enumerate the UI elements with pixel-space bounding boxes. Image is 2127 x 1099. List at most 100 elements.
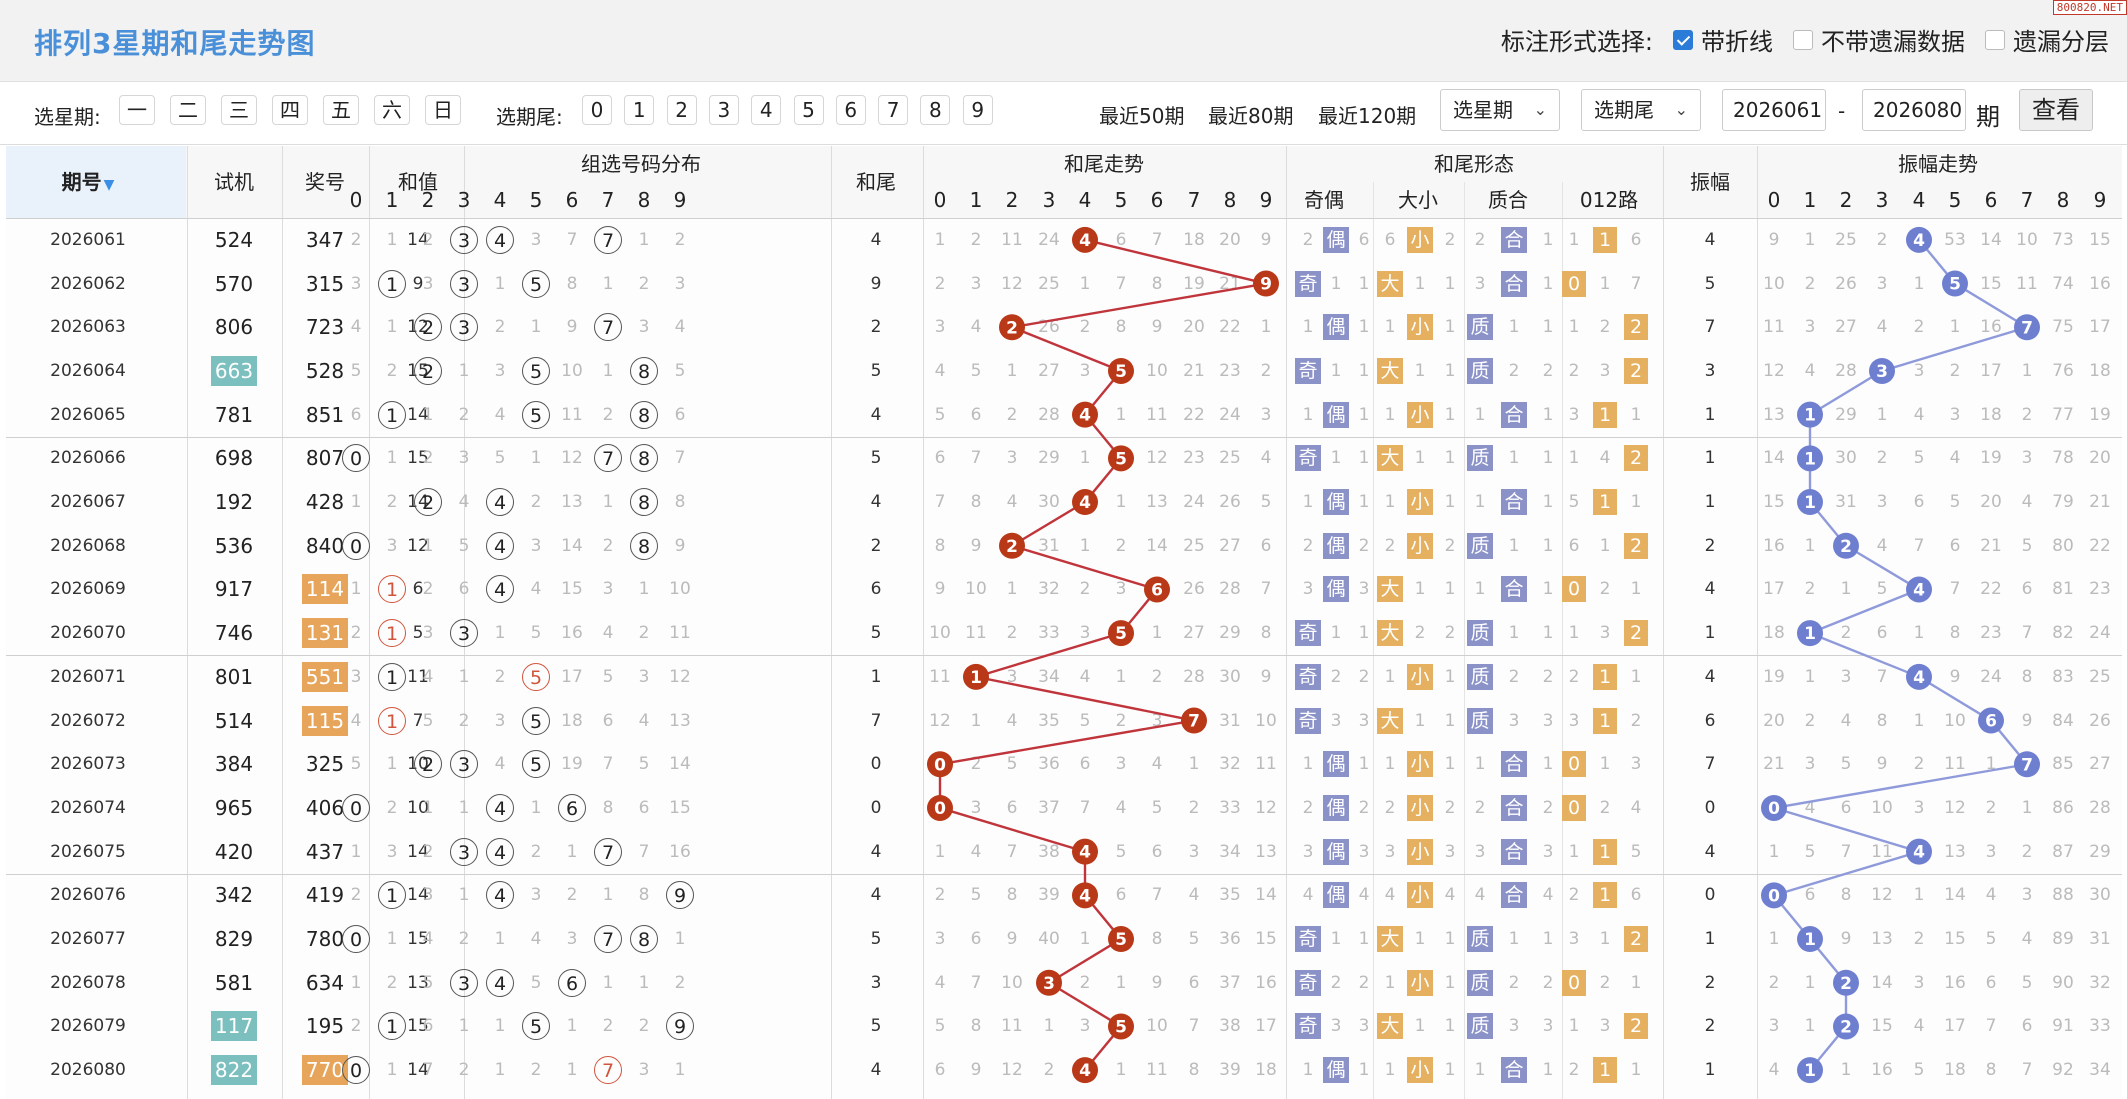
period-cell: 2026070 (50, 623, 126, 644)
period-cell: 2026079 (50, 1016, 126, 1037)
amplitude-miss-value: 17 (1944, 1016, 1966, 1037)
amplitude-miss-value: 7 (1840, 841, 1852, 862)
amplitude-miss-value: 14 (1980, 229, 2002, 250)
amplitude-miss-value: 5 (1985, 929, 1997, 950)
tail-trend-miss-value: 8 (970, 1016, 982, 1037)
distribution-miss-value: 2 (458, 404, 470, 425)
tail-trend-miss-value: 8 (1188, 1060, 1200, 1081)
sort-down-icon[interactable]: ▼ (103, 177, 115, 193)
amplitude-miss-value: 34 (2089, 1060, 2111, 1081)
tail-button[interactable]: 9 (962, 95, 993, 125)
checkbox-icon[interactable] (1985, 29, 2005, 50)
weekday-button[interactable]: 三 (221, 95, 257, 125)
form-miss-value: 1 (1384, 972, 1396, 993)
weekday-select[interactable]: 选星期 ⌄ (1440, 89, 1560, 131)
tail-button[interactable]: 8 (920, 95, 951, 125)
form-miss-value: 2 (1542, 972, 1554, 993)
weekday-button[interactable]: 四 (272, 95, 308, 125)
tail-button[interactable]: 3 (708, 95, 739, 125)
period-cell: 2026064 (50, 360, 126, 381)
amplitude-miss-value: 4 (1876, 535, 1888, 556)
distribution-miss-value: 8 (602, 797, 614, 818)
group-separator (6, 873, 2122, 875)
tail-trend-miss-value: 2 (1079, 579, 1091, 600)
route-miss-value: 1 (1568, 623, 1580, 644)
option-no-miss-data[interactable]: 不带遗漏数据 (1793, 22, 1965, 57)
amplitude-miss-value: 3 (1949, 404, 1961, 425)
period-cell: 2026067 (50, 492, 126, 513)
distribution-digit-circle: 5 (522, 662, 550, 691)
weekday-button[interactable]: 五 (323, 95, 359, 125)
form-tag-oe: 奇 (1295, 663, 1321, 690)
distribution-miss-value: 6 (350, 404, 362, 425)
tail-button[interactable]: 1 (624, 95, 655, 125)
tail-button[interactable]: 4 (751, 95, 782, 125)
tail-trend-miss-value: 5 (970, 360, 982, 381)
tail-trend-miss-value: 4 (1079, 666, 1091, 687)
distribution-digit-circle: 5 (522, 356, 550, 385)
tail-button[interactable]: 0 (582, 95, 612, 125)
checkbox-checked-icon[interactable] (1673, 29, 1693, 50)
period-header[interactable]: 期号 ▼ (13, 162, 163, 202)
distribution-digit-circle: 5 (522, 400, 550, 429)
tail-trend-miss-value: 15 (1255, 929, 1277, 950)
tail-trend-miss-value: 3 (1006, 666, 1018, 687)
tail-trend-miss-value: 3 (1151, 710, 1163, 731)
recent-50-link[interactable]: 最近50期 (1099, 104, 1185, 128)
tail-button[interactable]: 5 (793, 95, 824, 125)
distribution-digit-circle: 6 (558, 793, 586, 822)
distribution-miss-value: 2 (530, 492, 542, 513)
form-miss-value: 3 (1358, 710, 1370, 731)
tail-trend-miss-value: 5 (1260, 492, 1272, 513)
tail-trend-miss-value: 21 (1183, 360, 1205, 381)
distribution-miss-value: 16 (561, 623, 583, 644)
weekday-button[interactable]: 二 (170, 95, 206, 125)
tail-trend-miss-value: 8 (1151, 929, 1163, 950)
recent-120-link[interactable]: 最近120期 (1318, 104, 1417, 128)
tail-trend-miss-value: 7 (1079, 797, 1091, 818)
tail-button[interactable]: 7 (878, 95, 909, 125)
tail-button[interactable]: 2 (666, 95, 697, 125)
tail-trend-miss-value: 17 (1255, 1016, 1277, 1037)
distribution-miss-value: 1 (530, 448, 542, 469)
amplitude-miss-value: 3 (1913, 360, 1925, 381)
option-miss-layer[interactable]: 遗漏分层 (1985, 22, 2109, 57)
weekday-button[interactable]: 一 (119, 95, 155, 125)
checkbox-icon[interactable] (1793, 29, 1813, 50)
weekday-button[interactable]: 日 (425, 95, 461, 125)
tail-button[interactable]: 6 (835, 95, 866, 125)
route-012-tag: 1 (1593, 838, 1617, 865)
tail-select[interactable]: 选期尾 ⌄ (1581, 89, 1701, 131)
distribution-digit-circle: 3 (450, 968, 478, 997)
amplitude-value-cell: 2 (1704, 1016, 1716, 1037)
amplitude-miss-value: 16 (1871, 1060, 1893, 1081)
start-period-input[interactable]: 2026061 (1722, 89, 1826, 131)
distribution-miss-value: 3 (530, 535, 542, 556)
tail-trend-miss-value: 22 (1219, 317, 1241, 338)
amplitude-miss-value: 28 (1835, 360, 1857, 381)
period-cell: 2026066 (50, 448, 126, 469)
distribution-miss-value: 1 (566, 1060, 578, 1081)
amplitude-miss-value: 7 (1949, 579, 1961, 600)
tail-trend-miss-value: 25 (1219, 448, 1241, 469)
option-with-polyline[interactable]: 带折线 (1673, 22, 1773, 57)
recent-80-link[interactable]: 最近80期 (1208, 104, 1294, 128)
amplitude-miss-value: 8 (1949, 623, 1961, 644)
amplitude-miss-value: 6 (2021, 1016, 2033, 1037)
form-miss-value: 6 (1358, 229, 1370, 250)
tail-trend-miss-value: 12 (1146, 448, 1168, 469)
amplitude-miss-value: 84 (2052, 710, 2074, 731)
weekday-button[interactable]: 六 (374, 95, 410, 125)
tail-trend-digit-header: 8 (1223, 188, 1237, 212)
end-period-input[interactable]: 2026080 (1862, 89, 1966, 131)
amplitude-miss-value: 10 (2016, 229, 2038, 250)
tail-label: 选期尾: (496, 105, 563, 129)
period-cell: 2026068 (50, 535, 126, 556)
form-miss-value: 1 (1474, 754, 1486, 775)
amplitude-miss-value: 3 (1840, 666, 1852, 687)
distribution-digit-circle: 5 (522, 1012, 550, 1041)
distribution-miss-value: 10 (561, 360, 583, 381)
query-button[interactable]: 查看 (2019, 89, 2093, 131)
amplitude-value-cell: 4 (1704, 229, 1716, 250)
amplitude-miss-value: 3 (1804, 754, 1816, 775)
